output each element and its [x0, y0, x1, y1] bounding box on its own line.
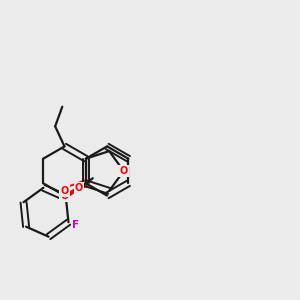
Text: O: O	[61, 186, 69, 196]
Text: F: F	[72, 220, 79, 230]
Text: O: O	[75, 183, 83, 194]
Text: O: O	[119, 166, 128, 176]
Text: O: O	[60, 190, 69, 201]
